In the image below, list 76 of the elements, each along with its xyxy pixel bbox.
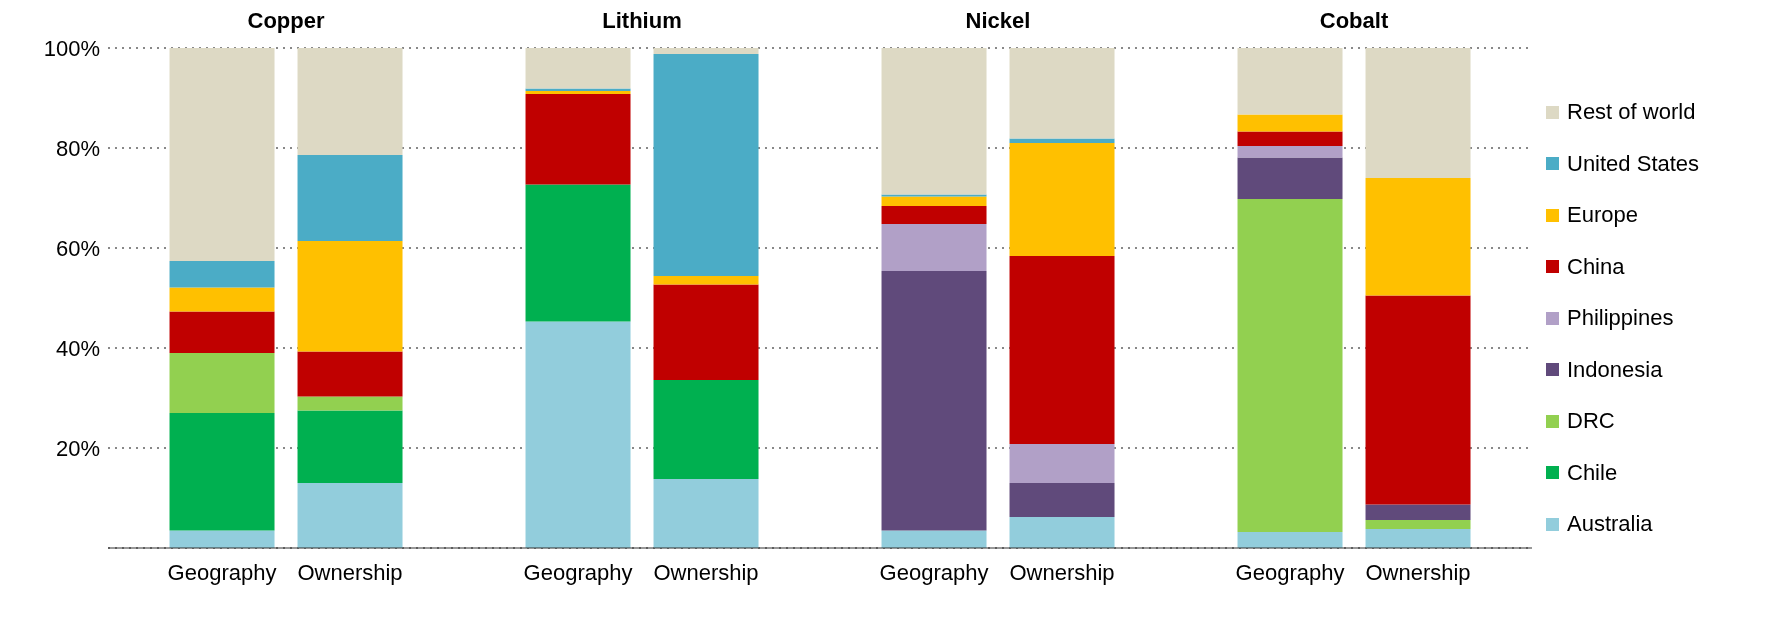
x-tick-label: Ownership — [297, 559, 403, 585]
bar — [881, 206, 987, 224]
legend-label: Australia — [1567, 511, 1653, 537]
legend-label: Europe — [1567, 202, 1638, 228]
bar — [1365, 520, 1471, 529]
bar — [1365, 48, 1471, 178]
bar — [1009, 483, 1115, 517]
bar — [881, 196, 987, 206]
x-tick-label: Geography — [523, 559, 633, 585]
bar — [1237, 48, 1343, 115]
bar — [525, 321, 631, 548]
bar — [525, 184, 631, 322]
bar — [297, 351, 403, 397]
legend-label: Indonesia — [1567, 356, 1663, 383]
y-tick-label: 100% — [43, 35, 100, 61]
x-tick-label: Geography — [879, 559, 989, 585]
y-tick-label: 60% — [55, 235, 100, 261]
bar — [297, 410, 403, 483]
bar — [881, 224, 987, 271]
bar — [653, 479, 759, 548]
y-tick-label: 20% — [55, 435, 100, 461]
x-tick-label: Ownership — [653, 559, 759, 585]
bar — [169, 530, 275, 548]
bar — [1237, 114, 1343, 132]
legend-label: China — [1567, 253, 1625, 280]
bar — [297, 483, 403, 548]
bar — [169, 311, 275, 353]
bar — [881, 271, 987, 531]
bar — [653, 54, 759, 276]
chart-title: Cobalt — [1318, 8, 1390, 35]
legend-label: United States — [1567, 150, 1700, 177]
bar — [881, 194, 987, 197]
bar — [297, 241, 403, 352]
bar — [169, 353, 275, 413]
bar — [297, 396, 403, 411]
bar — [169, 413, 275, 531]
bar — [297, 48, 403, 155]
bar — [1237, 157, 1343, 199]
chart-title: Lithium — [601, 8, 683, 35]
legend-label: Philippines — [1567, 305, 1674, 331]
bar — [169, 48, 275, 261]
bar — [169, 261, 275, 288]
bar — [653, 284, 759, 380]
bar — [525, 48, 631, 89]
bar — [1009, 48, 1115, 139]
bar — [1009, 256, 1115, 444]
x-tick-label: Geography — [167, 559, 277, 585]
legend-label: Rest of world — [1567, 99, 1696, 125]
bar — [1365, 178, 1471, 296]
legend-label: DRC — [1567, 408, 1615, 434]
bar — [881, 530, 987, 548]
y-tick-label: 80% — [55, 135, 100, 161]
x-tick-label: Ownership — [1365, 559, 1471, 585]
bar — [1365, 295, 1471, 505]
bar — [169, 287, 275, 312]
chart-title: Nickel — [964, 8, 1032, 35]
bar — [1009, 143, 1115, 256]
bar — [1009, 444, 1115, 483]
x-tick-label: Geography — [1235, 559, 1345, 585]
bar — [653, 276, 759, 285]
bar — [297, 155, 403, 241]
bar — [881, 48, 987, 195]
bar — [1237, 131, 1343, 146]
y-tick-label: 40% — [55, 335, 100, 361]
bar — [653, 48, 759, 54]
bar — [1365, 529, 1471, 548]
bar — [1365, 504, 1471, 520]
bar — [1009, 517, 1115, 548]
bar — [1237, 199, 1343, 532]
x-tick-label: Ownership — [1009, 559, 1115, 585]
bar — [653, 380, 759, 479]
bar — [1237, 532, 1343, 548]
legend-label: Chile — [1567, 459, 1618, 486]
bar — [525, 94, 631, 185]
chart-title: Copper — [246, 8, 326, 35]
bar — [1237, 146, 1343, 158]
